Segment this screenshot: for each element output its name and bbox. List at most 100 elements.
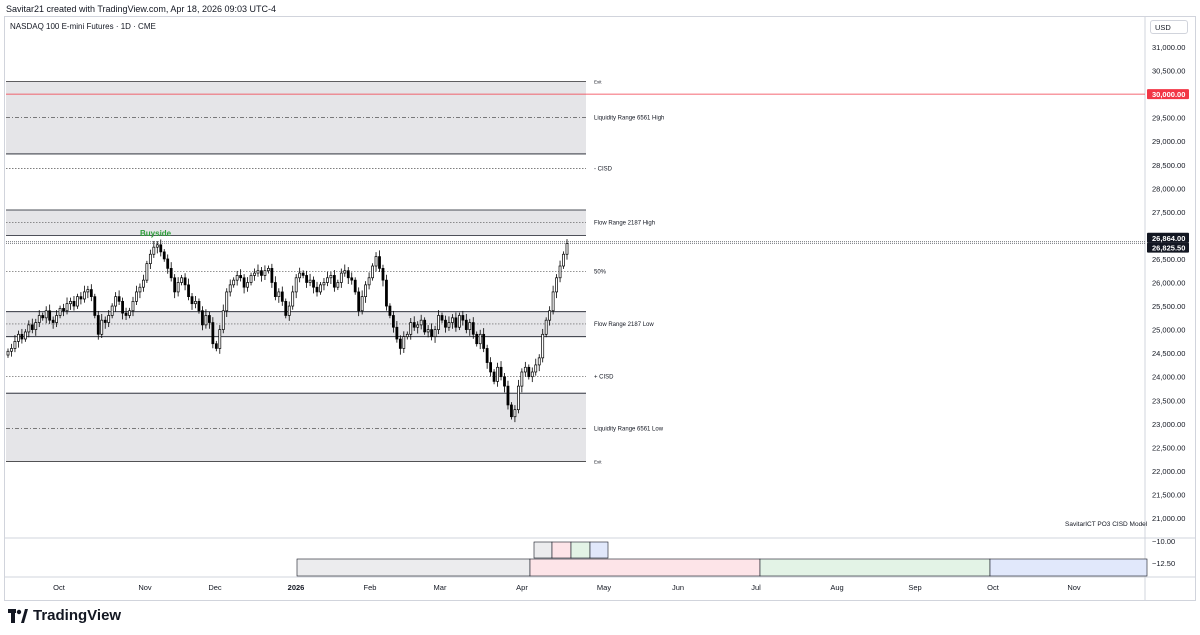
candle-body	[148, 253, 152, 265]
candle-body	[194, 300, 197, 305]
price-tag-label: 30,000.00	[1152, 90, 1185, 99]
candle-body	[378, 256, 381, 269]
candle-body	[444, 319, 447, 328]
candle-body	[228, 284, 232, 293]
symbol-title[interactable]: NASDAQ 100 E-mini Futures · 1D · CME	[10, 22, 156, 31]
candle-body	[121, 300, 124, 314]
candle-body	[562, 253, 565, 267]
time-label: Oct	[53, 583, 66, 592]
chart-caption: Savitar21 created with TradingView.com, …	[6, 4, 276, 14]
candle-body	[464, 319, 468, 330]
price-tick-label: 23,000.00	[1152, 420, 1185, 429]
candle-body	[412, 322, 416, 328]
candle-body	[527, 366, 531, 378]
candle-body	[225, 291, 229, 312]
candle-body	[235, 275, 239, 281]
zone-4	[6, 393, 586, 462]
candle-body	[204, 315, 208, 326]
candle-body	[332, 275, 336, 288]
time-label: Jul	[751, 583, 761, 592]
currency-button[interactable]: USD	[1150, 20, 1188, 34]
candle-body	[447, 322, 451, 328]
price-tick-label: 25,000.00	[1152, 326, 1185, 335]
candle-body	[145, 263, 149, 281]
candle-body	[544, 319, 548, 335]
candle-body	[496, 366, 499, 382]
candle-body	[381, 268, 385, 281]
candle-body	[76, 296, 79, 307]
candle-body	[475, 333, 479, 345]
block-q3-small	[570, 541, 591, 559]
candle-body	[239, 275, 243, 279]
price-tag-label: 26,825.50	[1152, 244, 1185, 253]
candle-body	[27, 324, 31, 333]
candle-body	[114, 296, 118, 307]
candle-body	[516, 385, 520, 411]
candle-body	[242, 277, 246, 288]
candle-body	[319, 284, 322, 293]
candle-body	[346, 270, 350, 279]
candle-body	[437, 315, 440, 330]
candle-body	[287, 305, 291, 316]
candle-body	[138, 286, 142, 293]
level-label-5: 50%	[594, 270, 607, 276]
candle-body	[360, 296, 364, 312]
candle-body	[10, 348, 13, 352]
candle-body	[506, 385, 510, 406]
price-tick-label: 21,000.00	[1152, 514, 1185, 523]
candle-body	[405, 333, 409, 338]
candle-body	[326, 277, 329, 283]
candle-body	[489, 362, 493, 373]
price-tick-label: 28,000.00	[1152, 184, 1185, 193]
candle-body	[478, 333, 482, 345]
price-tick-label: 26,500.00	[1152, 255, 1185, 264]
candle-body	[214, 343, 218, 349]
candle-body	[135, 291, 138, 302]
candle-body	[551, 291, 555, 312]
time-label: Aug	[830, 583, 843, 592]
time-label: May	[597, 583, 611, 592]
candle-body	[357, 291, 361, 312]
candle-body	[41, 315, 45, 319]
candle-body	[430, 329, 433, 338]
block-q1-large	[296, 558, 531, 577]
indicator-watermark: SavitarICT PO3 CISD Model	[1065, 521, 1148, 528]
candle-body	[440, 315, 444, 321]
candle-body	[364, 284, 368, 297]
time-label: Mar	[434, 583, 447, 592]
candle-body	[82, 291, 86, 300]
candle-body	[176, 282, 180, 293]
candle-body	[523, 366, 527, 373]
candle-body	[197, 300, 201, 312]
candle-body	[374, 256, 378, 267]
time-label: 2026	[288, 583, 305, 592]
candle-body	[267, 268, 270, 272]
candle-body	[207, 315, 211, 323]
candle-body	[232, 279, 236, 286]
time-label: Dec	[208, 583, 222, 592]
candle-body	[155, 244, 159, 248]
candle-body	[308, 279, 312, 283]
time-label: Apr	[516, 583, 528, 592]
time-label: Oct	[987, 583, 1000, 592]
candle-body	[159, 244, 163, 253]
price-tick-label: 26,000.00	[1152, 279, 1185, 288]
candle-body	[152, 246, 156, 255]
candle-body	[20, 333, 24, 340]
candle-body	[180, 277, 183, 283]
candle-body	[34, 322, 38, 330]
candle-body	[367, 277, 371, 286]
candle-body	[218, 329, 222, 349]
candle-body	[89, 289, 93, 297]
tradingview-logo[interactable]: TradingView	[8, 607, 121, 624]
candle-body	[398, 338, 402, 349]
candle-body	[6, 350, 10, 356]
candle-body	[23, 331, 27, 340]
price-tick-label: 24,000.00	[1152, 373, 1185, 382]
candle-body	[142, 279, 145, 288]
candle-body	[190, 296, 194, 305]
candle-body	[284, 300, 288, 316]
candle-body	[96, 315, 100, 335]
buyside-label: Buyside	[140, 229, 172, 238]
